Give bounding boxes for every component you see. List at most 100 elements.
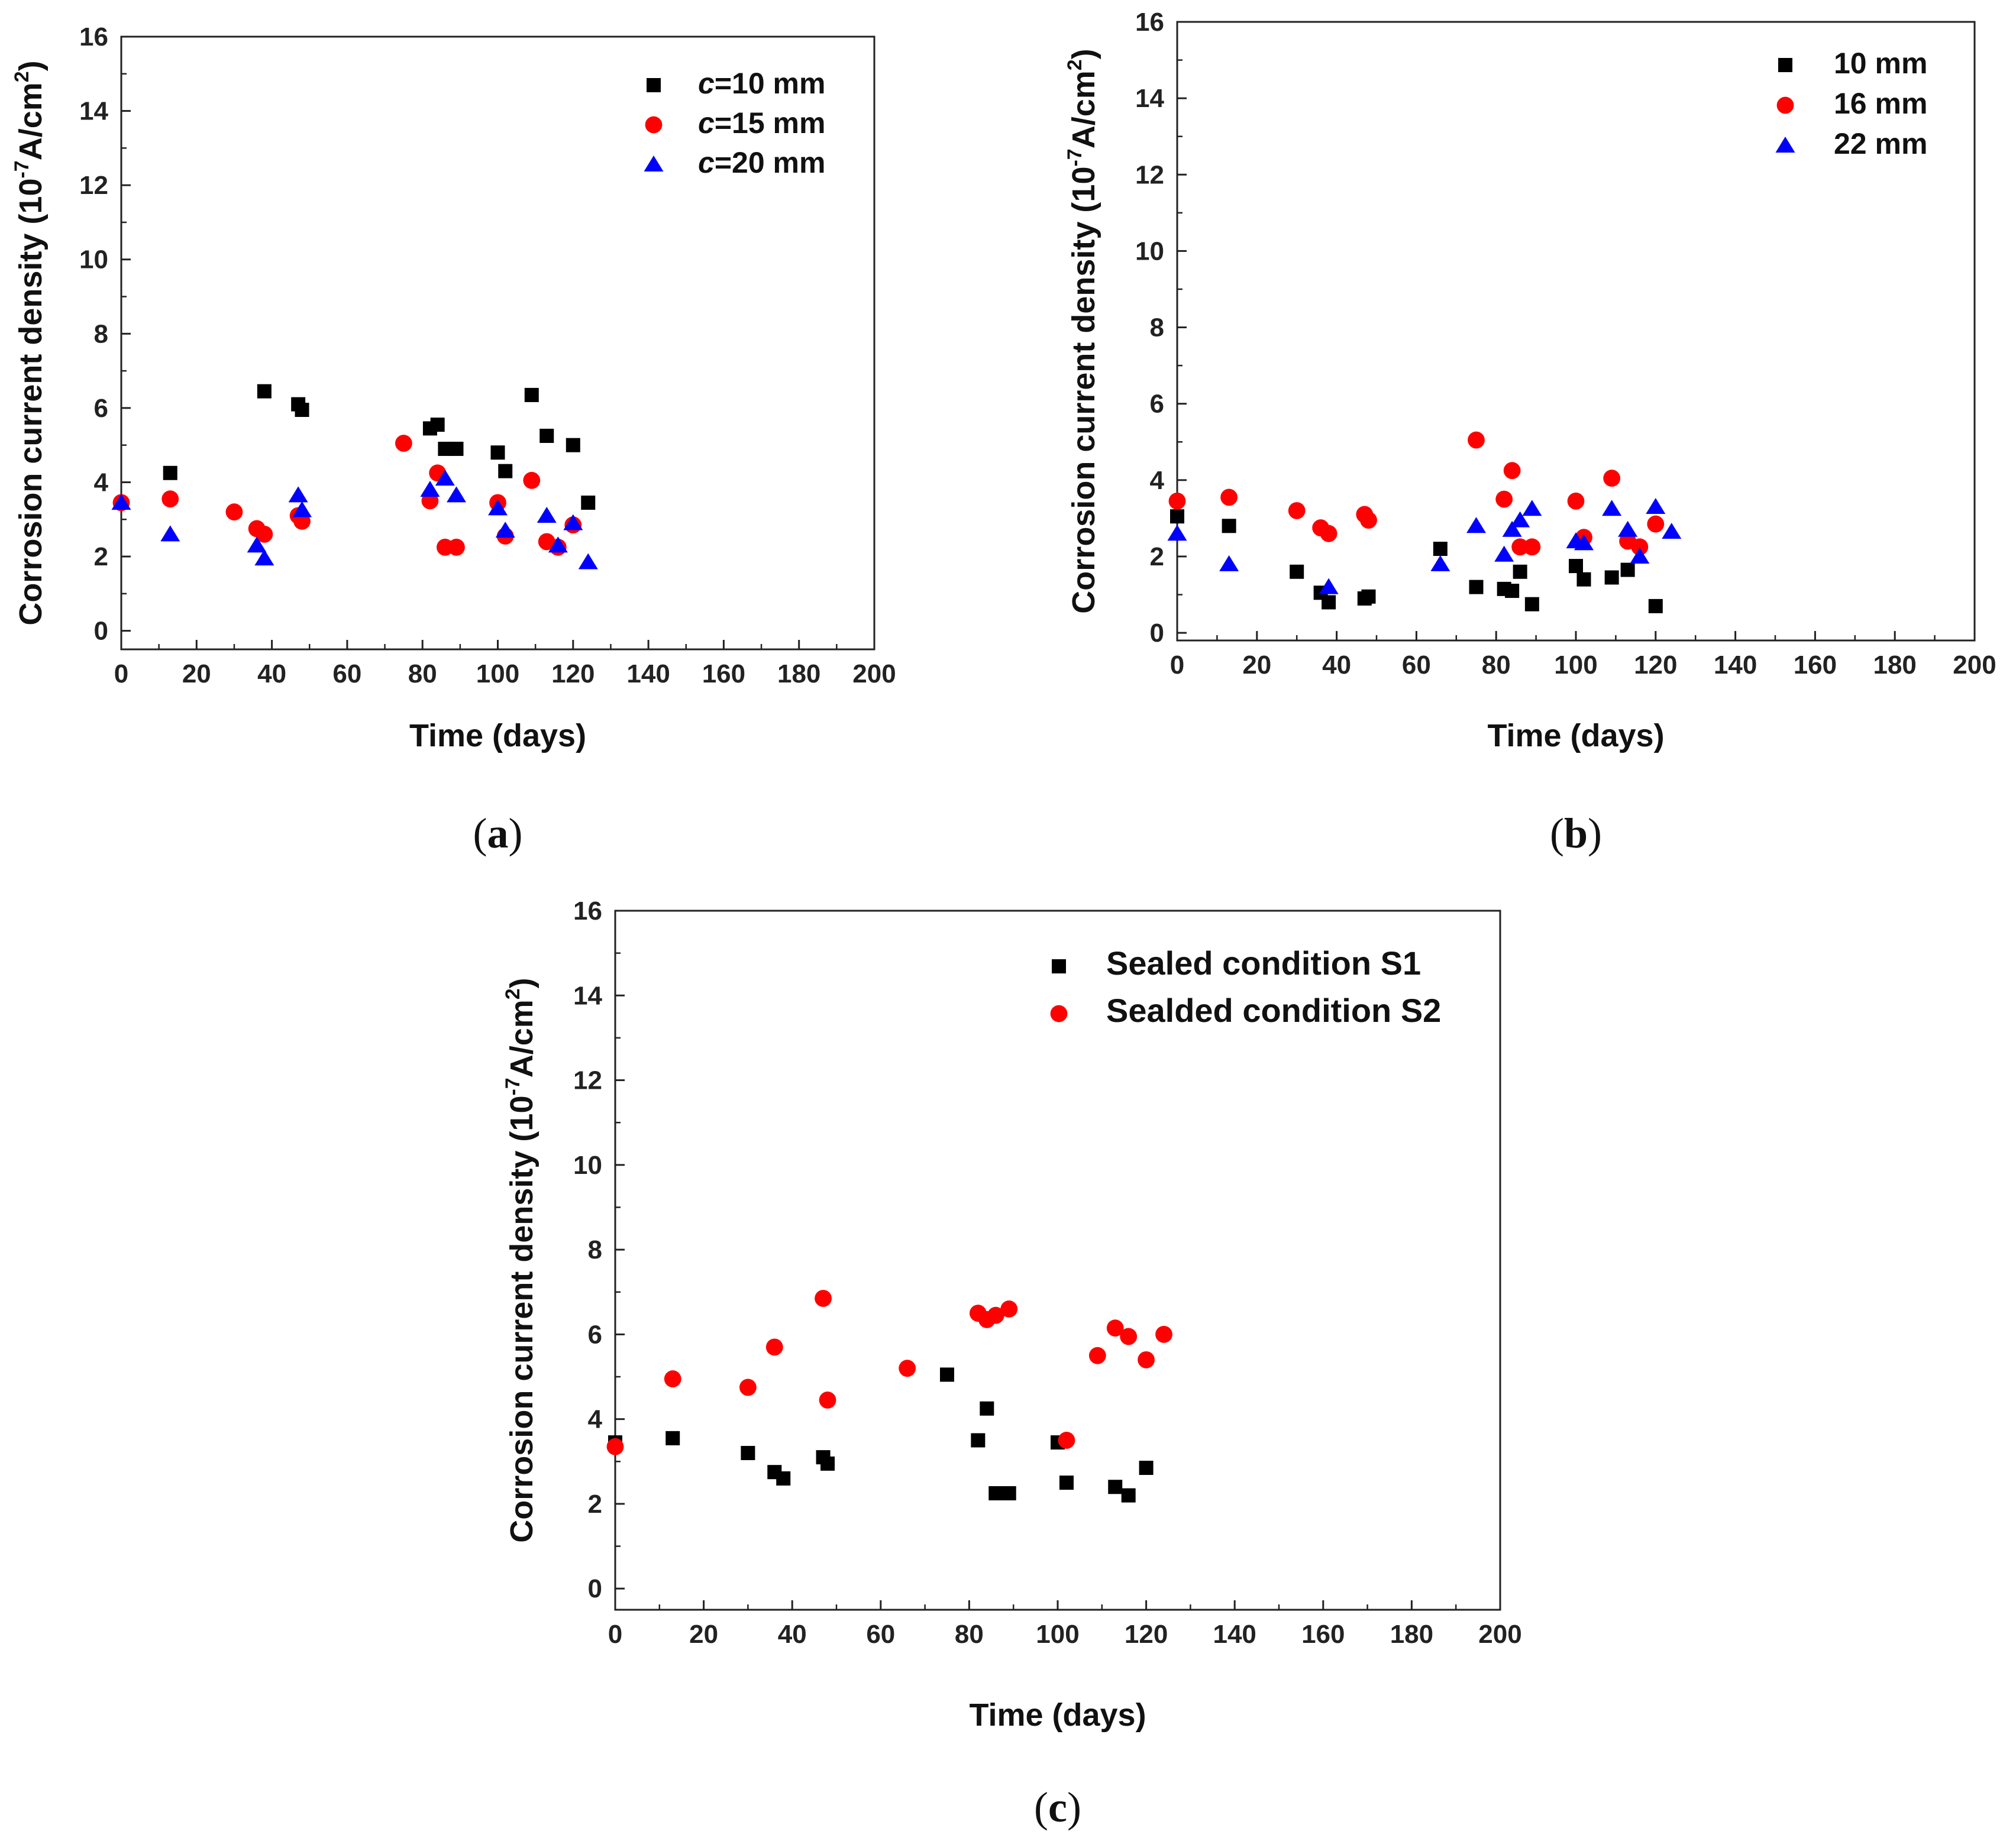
- data-point-circle: [256, 525, 273, 543]
- y-axis-title-c: Corrosion current density (10-7A/cm2): [502, 978, 539, 1542]
- data-point-square: [820, 1456, 835, 1471]
- data-point-triangle: [1630, 547, 1650, 564]
- legend-marker-a-3: [644, 156, 664, 172]
- x-axis-title-a: Time (days): [409, 718, 586, 753]
- y-axis-title-a: Corrosion current density (10-7A/cm2): [11, 60, 49, 625]
- data-point-triangle: [578, 553, 598, 570]
- data-point-square: [940, 1367, 954, 1382]
- data-point-triangle: [1574, 534, 1594, 551]
- data-point-circle: [1523, 538, 1541, 556]
- data-point-circle: [606, 1438, 624, 1455]
- data-point-square: [430, 418, 445, 432]
- x-tick-label-c: 40: [778, 1620, 807, 1649]
- legend-entry-b-1: 10 mm: [1834, 47, 1927, 80]
- x-tick-label-a: 0: [114, 659, 128, 688]
- data-point-square: [1576, 572, 1591, 587]
- x-tick-label-b: 0: [1170, 651, 1184, 680]
- x-tick-label-b: 120: [1634, 651, 1677, 680]
- x-tick-label-b: 180: [1873, 651, 1916, 680]
- data-point-circle: [819, 1392, 836, 1409]
- y-tick-label-c: 8: [588, 1235, 602, 1264]
- data-point-circle: [1511, 538, 1529, 556]
- data-point-circle: [815, 1290, 832, 1307]
- y-tick-label-c: 16: [573, 897, 602, 926]
- x-tick-label-b: 160: [1794, 651, 1837, 680]
- data-point-square: [776, 1471, 791, 1486]
- data-point-circle: [161, 490, 179, 508]
- series-c-1: [608, 1367, 1154, 1503]
- data-point-triangle: [446, 486, 466, 503]
- x-tick-label-a: 120: [551, 659, 595, 688]
- x-tick-label-c: 180: [1390, 1620, 1433, 1649]
- y-tick-label-a: 16: [79, 22, 108, 51]
- data-point-triangle: [160, 525, 180, 542]
- chart-panel-c: 0 20 40 60 80 100 120 140 160 180 200 0 2 4 6 8 10 12 14 16…: [502, 897, 1522, 1831]
- data-point-circle: [987, 1306, 1004, 1324]
- data-point-square: [1469, 580, 1484, 594]
- data-point-square: [1648, 598, 1663, 613]
- data-point-square: [1620, 562, 1635, 577]
- data-point-square: [1222, 519, 1236, 533]
- x-axis-title-c: Time (days): [969, 1697, 1146, 1733]
- x-axis-title-b: Time (days): [1487, 718, 1664, 753]
- legend-entry-b-2: 16 mm: [1834, 87, 1927, 120]
- data-point-circle: [225, 503, 243, 521]
- data-point-circle: [1503, 462, 1521, 480]
- series-b-2: [1168, 431, 1665, 556]
- data-point-triangle: [1646, 498, 1666, 515]
- data-point-triangle: [1662, 522, 1682, 539]
- data-point-triangle: [537, 506, 557, 523]
- data-point-triangle: [111, 493, 131, 510]
- data-point-triangle: [1494, 545, 1514, 562]
- data-point-square: [1001, 1486, 1016, 1500]
- y-tick-label-b: 4: [1150, 466, 1165, 495]
- y-tick-label-a: 2: [94, 542, 108, 571]
- data-point-circle: [1088, 1347, 1106, 1364]
- legend-entry-a-1: c=10 mm: [698, 67, 825, 100]
- y-tick-label-c: 6: [588, 1320, 602, 1349]
- y-axis-title-b: Corrosion current density (10-7A/cm2): [1064, 48, 1101, 613]
- x-tick-label-c: 20: [689, 1620, 718, 1649]
- y-tick-label-a: 12: [79, 171, 108, 200]
- x-tick-label-c: 100: [1036, 1620, 1079, 1649]
- data-point-square: [1569, 559, 1583, 574]
- x-tick-label-a: 140: [626, 659, 670, 688]
- x-tick-label-a: 180: [777, 659, 820, 688]
- data-point-square: [1059, 1476, 1074, 1490]
- data-point-circle: [739, 1379, 757, 1396]
- data-point-triangle: [420, 481, 440, 497]
- data-point-square: [1505, 584, 1520, 598]
- data-point-triangle: [1510, 511, 1530, 528]
- x-tick-label-c: 0: [608, 1620, 622, 1649]
- legend-marker-c-2: [1050, 1005, 1068, 1023]
- y-tick-label-b: 10: [1135, 237, 1164, 266]
- data-point-circle: [1360, 512, 1377, 529]
- legend-entry-c-2: Sealded condition S2: [1106, 992, 1441, 1029]
- legend-entry-b-3: 22 mm: [1834, 127, 1927, 160]
- data-point-triangle: [563, 514, 583, 530]
- y-tick-label-c: 14: [573, 981, 602, 1010]
- data-point-square: [1139, 1461, 1154, 1476]
- data-point-square: [566, 438, 580, 452]
- legend-entry-c-1: Sealed condition S1: [1106, 944, 1421, 982]
- y-tick-label-b: 2: [1150, 542, 1164, 571]
- data-point-square: [581, 495, 596, 510]
- chart-panel-b: 0 20 40 60 80 100 120 140 160 180 200 0 2 4 6 8 10 12 14 16…: [1064, 8, 1996, 857]
- legend-entry-a-3: c=20 mm: [698, 146, 825, 179]
- data-point-square: [1361, 589, 1376, 604]
- data-point-circle: [1138, 1351, 1155, 1368]
- data-point-square: [1513, 564, 1527, 579]
- y-tick-label-a: 14: [79, 97, 108, 126]
- x-tick-label-b: 200: [1953, 651, 1996, 680]
- y-tick-label-c: 0: [588, 1574, 602, 1603]
- data-point-triangle: [1430, 555, 1450, 571]
- x-tick-label-a: 100: [476, 659, 519, 688]
- data-point-square: [1170, 509, 1184, 524]
- data-point-triangle: [247, 536, 267, 553]
- data-point-circle: [899, 1360, 916, 1377]
- data-point-triangle: [495, 522, 515, 538]
- series-c-2: [606, 1290, 1172, 1455]
- data-point-circle: [1288, 502, 1306, 519]
- x-tick-label-a: 200: [852, 659, 896, 688]
